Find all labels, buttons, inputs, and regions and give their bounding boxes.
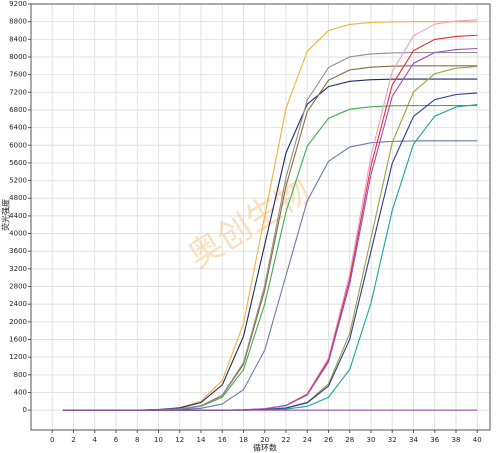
curve xyxy=(62,140,478,411)
y-tick-label: 8400 xyxy=(9,35,27,43)
y-tick-label: 6800 xyxy=(9,106,27,114)
y-tick-label: 7600 xyxy=(9,71,27,79)
y-tick-label: 7200 xyxy=(9,88,27,96)
x-tick-label: 20 xyxy=(260,436,269,444)
y-tick-label: 1200 xyxy=(9,353,27,361)
x-tick-label: 38 xyxy=(452,436,461,444)
y-tick-label: 4000 xyxy=(9,230,27,238)
x-tick-label: 32 xyxy=(388,436,397,444)
curve xyxy=(62,65,478,411)
y-tick-label: 5600 xyxy=(9,159,27,167)
x-tick-label: 34 xyxy=(409,436,418,444)
x-tick-label: 16 xyxy=(218,436,227,444)
x-tick-label: 36 xyxy=(430,436,439,444)
y-tick-label: 2000 xyxy=(9,318,27,326)
x-tick-label: 28 xyxy=(345,436,354,444)
curve xyxy=(62,65,478,411)
y-tick-label: 9200 xyxy=(9,0,27,8)
y-tick-label: 3200 xyxy=(9,265,27,273)
y-axis-title: 荧光强度 xyxy=(1,199,11,231)
y-tick-label: 3600 xyxy=(9,247,27,255)
y-tick-label: 5200 xyxy=(9,177,27,185)
y-tick-label: 8000 xyxy=(9,53,27,61)
x-tick-label: 6 xyxy=(114,436,119,444)
plot-frame xyxy=(30,3,491,431)
y-tick-label: 400 xyxy=(14,388,27,396)
x-axis-title: 循环数 xyxy=(253,443,277,453)
x-tick-label: 18 xyxy=(239,436,248,444)
y-tick-label: 0 xyxy=(23,406,27,414)
y-tick-label: 8800 xyxy=(9,18,27,26)
x-tick-label: 10 xyxy=(154,436,163,444)
x-tick-label: 14 xyxy=(197,436,206,444)
x-tick-label: 22 xyxy=(282,436,291,444)
y-tick-label: 1600 xyxy=(9,336,27,344)
x-tick-label: 2 xyxy=(71,436,75,444)
y-tick-label: 6400 xyxy=(9,124,27,132)
x-tick-label: 30 xyxy=(367,436,376,444)
x-tick-label: 40 xyxy=(473,436,482,444)
x-tick-label: 26 xyxy=(324,436,333,444)
curve xyxy=(62,78,478,411)
y-tick-label: 800 xyxy=(14,371,27,379)
y-tick-label: 2400 xyxy=(9,300,27,308)
y-tick-label: 4800 xyxy=(9,194,27,202)
y-tick-label: 4400 xyxy=(9,212,27,220)
x-tick-label: 8 xyxy=(135,436,139,444)
x-tick-label: 12 xyxy=(175,436,184,444)
y-tick-label: 2800 xyxy=(9,283,27,291)
y-tick-label: 6000 xyxy=(9,141,27,149)
x-tick-label: 0 xyxy=(50,436,54,444)
x-tick-label: 4 xyxy=(93,436,98,444)
x-tick-label: 24 xyxy=(303,436,312,444)
